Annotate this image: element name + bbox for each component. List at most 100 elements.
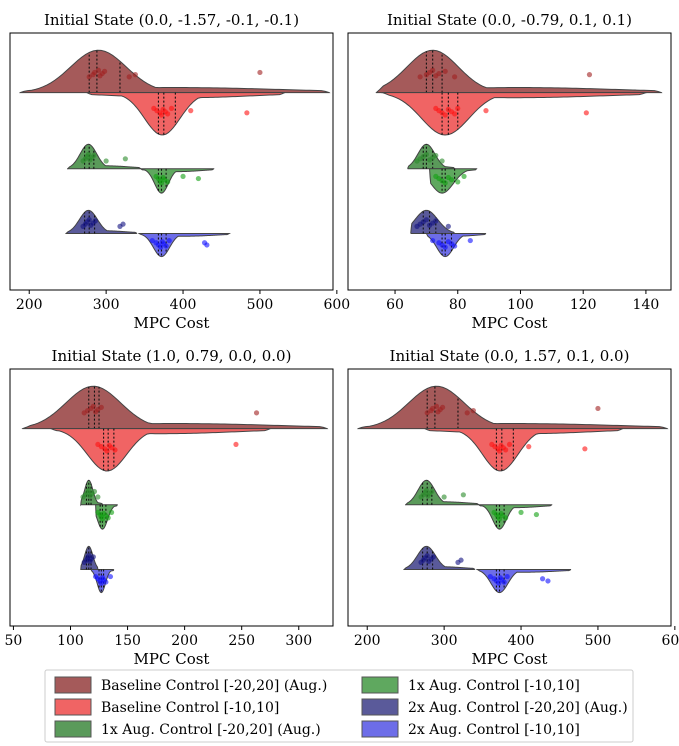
legend-swatch xyxy=(54,720,92,738)
x-tick-label: 150 xyxy=(114,633,141,649)
legend-item-baseline: Baseline Control [-10,10] xyxy=(54,698,279,716)
data-point xyxy=(165,179,171,185)
data-point xyxy=(108,509,115,515)
data-point xyxy=(158,180,165,186)
x-tick-label: 50 xyxy=(5,633,23,649)
violin-half-1 xyxy=(19,49,331,94)
data-point xyxy=(501,579,507,585)
plot-frame xyxy=(347,368,672,627)
data-point xyxy=(433,403,440,409)
data-point xyxy=(105,515,111,521)
data-point xyxy=(244,110,250,116)
legend-label: Baseline Control [-10,10] xyxy=(101,700,279,716)
data-point xyxy=(452,74,458,80)
data-point xyxy=(92,218,98,224)
x-tick-label: 140 xyxy=(633,297,660,313)
data-point xyxy=(253,410,260,416)
data-point xyxy=(496,516,503,522)
data-point xyxy=(518,509,524,515)
legend-item-1x: 1x Aug. Control [-10,10] xyxy=(361,676,580,694)
x-tick-label: 600 xyxy=(661,633,679,649)
data-point xyxy=(433,218,439,224)
legend-label: 1x Aug. Control [-20,20] (Aug.) xyxy=(101,722,321,738)
data-point xyxy=(436,70,442,77)
data-point xyxy=(506,441,513,448)
subplot-title: Initial State (0.0, 1.57, 0.1, 0.0) xyxy=(390,347,630,365)
data-point xyxy=(452,243,458,249)
subplot-grid: Initial State (0.0, -1.57, -0.1, -0.1) 20… xyxy=(5,11,679,668)
x-tick-label: 400 xyxy=(508,633,535,649)
data-point xyxy=(461,173,467,179)
violin-half-4 xyxy=(139,168,215,194)
legend-label: 2x Aug. Control [-20,20] (Aug.) xyxy=(408,700,628,716)
data-point xyxy=(112,447,118,453)
data-point xyxy=(132,72,138,78)
legend-swatch xyxy=(54,698,92,716)
data-point xyxy=(439,404,446,410)
subplot-3: Initial State (1.0, 0.79, 0.0, 0.0) 50 100… xyxy=(5,347,334,668)
data-point xyxy=(122,156,128,162)
data-point xyxy=(95,494,101,500)
violin-half-5 xyxy=(64,209,138,234)
data-point xyxy=(158,244,164,250)
data-point xyxy=(423,487,430,494)
data-point xyxy=(98,404,104,410)
x-tick-label: 100 xyxy=(57,633,84,649)
x-axis-label: MPC Cost xyxy=(472,314,548,332)
data-point xyxy=(91,152,97,159)
x-tick-label: 200 xyxy=(16,297,43,313)
plot-frame xyxy=(347,32,672,291)
data-point xyxy=(448,177,455,183)
data-point xyxy=(452,111,458,117)
data-point xyxy=(441,494,447,500)
x-tick-label: 80 xyxy=(449,297,467,313)
data-point xyxy=(442,112,448,118)
data-point xyxy=(487,573,493,580)
data-point xyxy=(595,405,601,412)
plot-frame xyxy=(9,368,334,627)
data-point xyxy=(539,576,546,582)
data-point xyxy=(526,444,532,450)
data-point xyxy=(583,110,589,116)
data-point xyxy=(424,410,430,416)
legend-label: Baseline Control [-20,20] (Aug.) xyxy=(101,678,327,694)
x-tick-label: 300 xyxy=(285,633,312,649)
legend: Baseline Control [-20,20] (Aug.) Baselin… xyxy=(44,669,634,743)
x-tick-label: 60 xyxy=(386,297,404,313)
data-point xyxy=(91,488,98,495)
legend-label: 2x Aug. Control [-10,10] xyxy=(408,722,580,738)
violin-half-4 xyxy=(477,504,553,530)
data-point xyxy=(445,223,451,229)
data-point xyxy=(430,554,436,560)
x-axis-label: MPC Cost xyxy=(472,650,548,668)
legend-swatch xyxy=(54,676,92,694)
legend-item-1x-aug: 1x Aug. Control [-20,20] (Aug.) xyxy=(54,720,321,738)
data-point xyxy=(86,487,92,494)
subplot-title: Initial State (1.0, 0.79, 0.0, 0.0) xyxy=(52,347,292,365)
data-point xyxy=(101,68,108,74)
data-point xyxy=(455,105,461,112)
violin-half-3 xyxy=(405,479,480,506)
violin-half-1 xyxy=(21,385,329,430)
x-tick-label: 400 xyxy=(170,297,197,313)
data-point xyxy=(582,446,588,452)
data-point xyxy=(126,74,132,80)
data-point xyxy=(180,173,186,179)
data-point xyxy=(99,516,106,522)
data-point xyxy=(104,448,110,454)
data-point xyxy=(442,68,448,74)
x-axis-label: MPC Cost xyxy=(134,314,210,332)
x-tick-label: 250 xyxy=(228,633,255,649)
data-point xyxy=(90,554,96,560)
data-point xyxy=(545,578,551,584)
data-point xyxy=(204,242,210,248)
data-point xyxy=(467,237,473,244)
data-point xyxy=(165,111,171,117)
data-point xyxy=(103,158,109,164)
data-point xyxy=(504,573,510,580)
data-point xyxy=(85,151,92,158)
data-point xyxy=(423,151,429,158)
violin-half-6 xyxy=(425,232,487,258)
x-tick-label: 300 xyxy=(93,297,120,313)
violin-half-6 xyxy=(475,568,572,594)
